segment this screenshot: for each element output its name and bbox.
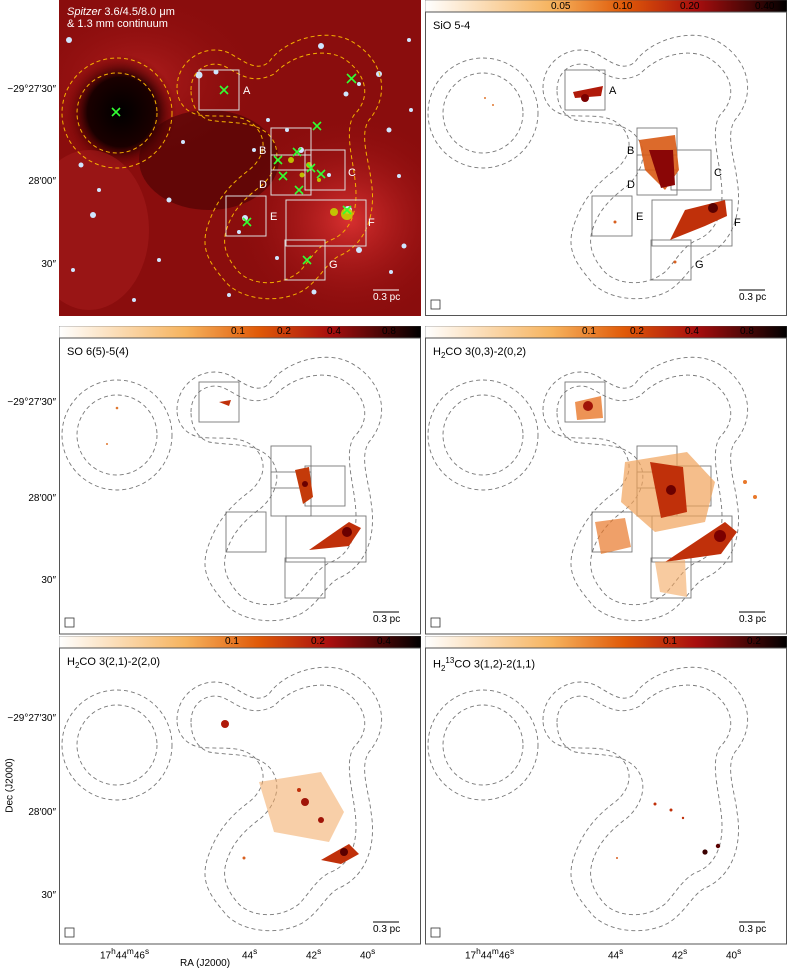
- sio-label-a: A: [609, 85, 617, 97]
- so-cb-tick-1: 0.1: [231, 326, 245, 337]
- ytick-r1-1: −29°27′30″: [7, 84, 56, 95]
- panel-h213co: 0.1 0.2 H213CO 3(1,2)-2(1,1) 0.3 pc: [424, 635, 788, 946]
- h2co303-cb-tick-3: 0.4: [685, 326, 699, 337]
- h2co321-cb-tick-3: 0.4: [377, 636, 391, 647]
- xtick-l-1: 17h44m46s: [100, 946, 150, 962]
- h213co-scale-label: 0.3 pc: [739, 924, 767, 935]
- region-label-b: B: [259, 145, 266, 157]
- panel-h2co321: 0.1 0.2 0.4 H2CO 3(2,1)-2(2,0) 0.3 pc: [58, 635, 422, 946]
- h2co321-cb-tick-2: 0.2: [311, 636, 325, 647]
- h2co303-cb-tick-4: 0.8: [740, 326, 754, 337]
- sio-cb-tick-4: 0.40: [755, 1, 775, 12]
- h213co-cb-tick-1: 0.1: [663, 636, 677, 647]
- ytick-r2-1: −29°27′30″: [7, 397, 56, 408]
- ytick-r2-2: 28′00″: [28, 493, 56, 504]
- xtick-r-4: 40s: [726, 946, 742, 962]
- h2co303-emission: [575, 396, 757, 597]
- h213co-cb-tick-2: 0.2: [747, 636, 761, 647]
- h2co321-cb-tick-1: 0.1: [225, 636, 239, 647]
- xtick-r-2: 44s: [608, 946, 624, 962]
- xtick-r-3: 42s: [672, 946, 688, 962]
- h2co321-title: H2CO 3(2,1)-2(2,0): [67, 656, 161, 671]
- stars: [66, 37, 413, 302]
- so-cb-tick-3: 0.4: [327, 326, 341, 337]
- x-axis-label: RA (J2000): [180, 958, 231, 969]
- region-label-a: A: [243, 85, 251, 97]
- sio-label-b: B: [627, 145, 634, 157]
- ytick-r3-1: −29°27′30″: [7, 713, 56, 724]
- ytick-r3-3: 30″: [41, 890, 56, 901]
- h213co-emission: [616, 802, 721, 859]
- so-scale-label: 0.3 pc: [373, 614, 401, 625]
- sio-label-c: C: [714, 167, 722, 179]
- h2co303-title: H2CO 3(0,3)-2(0,2): [433, 346, 527, 361]
- spitzer-contours: [61, 34, 383, 300]
- ytick-r1-2: 28′00″: [28, 176, 56, 187]
- spitzer-scale-label: 0.3 pc: [373, 292, 401, 303]
- sio-title: SiO 5-4: [433, 20, 471, 32]
- region-label-f: F: [368, 217, 375, 229]
- xtick-l-4: 40s: [360, 946, 376, 962]
- ytick-r1-3: 30″: [41, 259, 56, 270]
- so-emission: [106, 400, 361, 550]
- h2co321-scale-label: 0.3 pc: [373, 924, 401, 935]
- spitzer-image: A B C D E F G: [9, 0, 469, 330]
- region-label-c: C: [348, 167, 356, 179]
- sio-label-f: F: [734, 217, 741, 229]
- so-title: SO 6(5)-5(4): [67, 346, 129, 358]
- xtick-l-2: 44s: [242, 946, 258, 962]
- region-label-g: G: [329, 259, 338, 271]
- sio-label-e: E: [636, 211, 643, 223]
- sio-cb-tick-3: 0.20: [680, 1, 700, 12]
- h2co321-emission: [221, 720, 359, 864]
- region-boxes: [198, 69, 367, 281]
- xtick-l-3: 42s: [306, 946, 322, 962]
- spitzer-title: Spitzer 3.6/4.5/8.0 μm & 1.3 mm continuu…: [67, 6, 175, 30]
- cross-markers: [111, 73, 357, 265]
- panel-h2co303: 0.1 0.2 0.4 0.8 H2CO 3(0,3)-2(0,2) 0.3 p…: [424, 325, 788, 636]
- sio-scale-label: 0.3 pc: [739, 292, 767, 303]
- panel-so: 0.1 0.2 0.4 0.8 SO 6(5)-5(4) 0.3 pc: [58, 325, 422, 636]
- panel-spitzer: A B C D E F G Spitzer 3.6/4.5/8.0: [9, 0, 469, 330]
- sio-map: A B C D E F G: [424, 0, 788, 316]
- h213co-title: H213CO 3(1,2)-2(1,1): [433, 656, 536, 673]
- so-cb-tick-2: 0.2: [277, 326, 291, 337]
- ytick-r2-3: 30″: [41, 575, 56, 586]
- h2co303-cb-tick-2: 0.2: [630, 326, 644, 337]
- sio-cb-tick-1: 0.05: [551, 1, 571, 12]
- sio-label-g: G: [695, 259, 704, 271]
- region-labels: A B C D E F G: [243, 85, 375, 271]
- ytick-r3-2: 28′00″: [28, 807, 56, 818]
- sio-label-d: D: [627, 179, 635, 191]
- region-label-e: E: [270, 211, 277, 223]
- h2co303-scale-label: 0.3 pc: [739, 614, 767, 625]
- so-cb-tick-4: 0.8: [382, 326, 396, 337]
- xtick-r-1: 17h44m46s: [465, 946, 515, 962]
- panel-sio: A B C D E F G 0.05 0.10 0.20 0.40 SiO 5-…: [424, 0, 788, 316]
- sio-cb-tick-2: 0.10: [613, 1, 633, 12]
- region-label-d: D: [259, 179, 267, 191]
- h2co303-cb-tick-1: 0.1: [582, 326, 596, 337]
- sio-emission: [484, 86, 727, 264]
